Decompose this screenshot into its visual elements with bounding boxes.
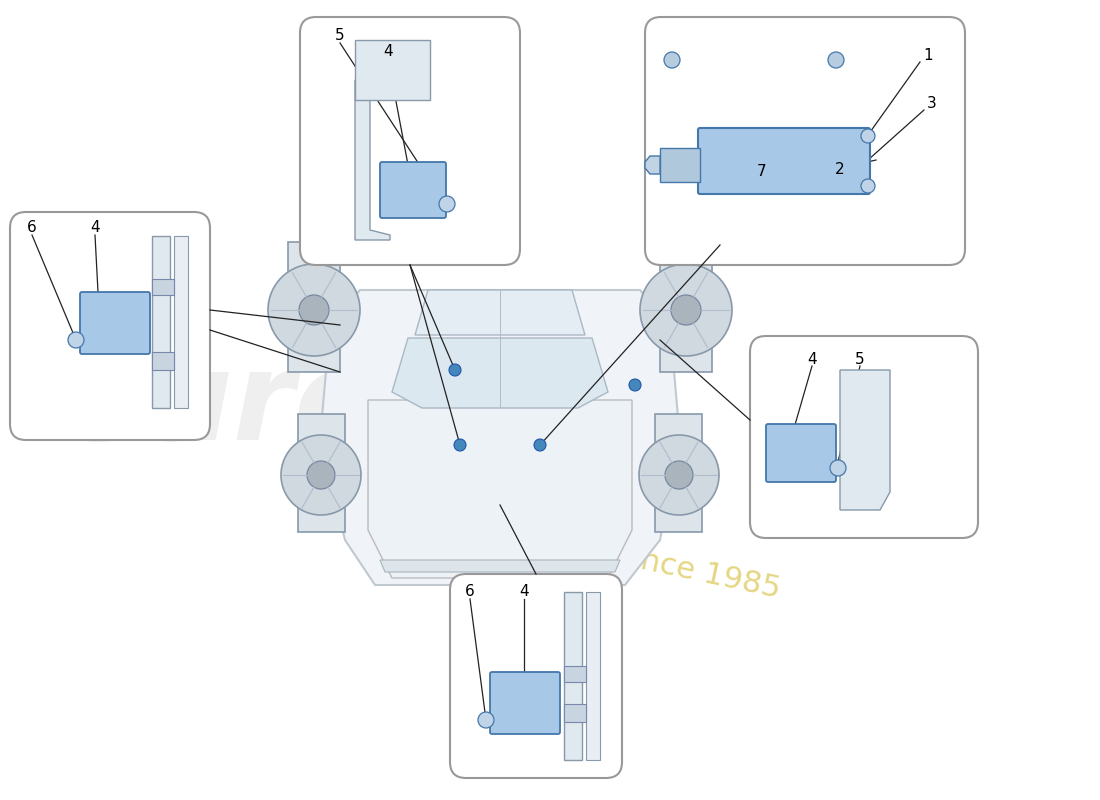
- FancyBboxPatch shape: [152, 236, 170, 408]
- Text: 2: 2: [835, 162, 845, 178]
- FancyBboxPatch shape: [298, 414, 345, 532]
- Polygon shape: [355, 80, 390, 240]
- Circle shape: [828, 52, 844, 68]
- Text: 4: 4: [807, 353, 817, 367]
- Circle shape: [68, 332, 84, 348]
- FancyBboxPatch shape: [564, 666, 586, 682]
- FancyBboxPatch shape: [174, 236, 188, 408]
- Text: 4: 4: [90, 221, 100, 235]
- Circle shape: [830, 460, 846, 476]
- Text: 5: 5: [855, 353, 865, 367]
- FancyBboxPatch shape: [379, 162, 446, 218]
- Circle shape: [478, 712, 494, 728]
- FancyBboxPatch shape: [10, 212, 210, 440]
- FancyBboxPatch shape: [300, 17, 520, 265]
- Circle shape: [629, 379, 641, 391]
- FancyBboxPatch shape: [586, 592, 600, 760]
- Polygon shape: [320, 290, 680, 585]
- Text: 5: 5: [336, 29, 344, 43]
- Circle shape: [449, 364, 461, 376]
- FancyBboxPatch shape: [660, 242, 712, 372]
- Text: 3: 3: [927, 97, 937, 111]
- Text: 6: 6: [465, 585, 475, 599]
- FancyBboxPatch shape: [564, 704, 586, 722]
- Text: 4: 4: [383, 45, 393, 59]
- Text: 4: 4: [519, 585, 529, 599]
- FancyBboxPatch shape: [450, 574, 622, 778]
- Circle shape: [861, 129, 875, 143]
- Polygon shape: [840, 370, 890, 510]
- Circle shape: [640, 264, 732, 356]
- FancyBboxPatch shape: [288, 242, 340, 372]
- Text: euro: euro: [59, 345, 381, 466]
- FancyBboxPatch shape: [766, 424, 836, 482]
- Circle shape: [280, 435, 361, 515]
- Polygon shape: [415, 290, 585, 335]
- Circle shape: [268, 264, 360, 356]
- Circle shape: [439, 196, 455, 212]
- Text: 1: 1: [923, 49, 933, 63]
- Circle shape: [671, 295, 701, 325]
- FancyBboxPatch shape: [645, 17, 965, 265]
- Circle shape: [534, 439, 546, 451]
- Polygon shape: [368, 400, 632, 578]
- Circle shape: [664, 52, 680, 68]
- Circle shape: [299, 295, 329, 325]
- FancyBboxPatch shape: [152, 352, 174, 370]
- Text: a passion for parts since 1985: a passion for parts since 1985: [327, 480, 783, 604]
- FancyBboxPatch shape: [564, 592, 582, 760]
- Polygon shape: [379, 560, 620, 572]
- Circle shape: [307, 461, 336, 489]
- FancyBboxPatch shape: [698, 128, 870, 194]
- Circle shape: [639, 435, 719, 515]
- Text: 7: 7: [757, 165, 767, 179]
- FancyBboxPatch shape: [750, 336, 978, 538]
- FancyBboxPatch shape: [152, 279, 174, 295]
- Text: 6: 6: [28, 221, 37, 235]
- FancyBboxPatch shape: [80, 292, 150, 354]
- Polygon shape: [355, 40, 430, 100]
- Circle shape: [861, 179, 875, 193]
- Circle shape: [454, 439, 466, 451]
- FancyBboxPatch shape: [490, 672, 560, 734]
- Polygon shape: [645, 156, 660, 174]
- FancyBboxPatch shape: [654, 414, 702, 532]
- FancyBboxPatch shape: [660, 148, 700, 182]
- Polygon shape: [392, 338, 608, 408]
- Text: res: res: [309, 399, 530, 521]
- Circle shape: [666, 461, 693, 489]
